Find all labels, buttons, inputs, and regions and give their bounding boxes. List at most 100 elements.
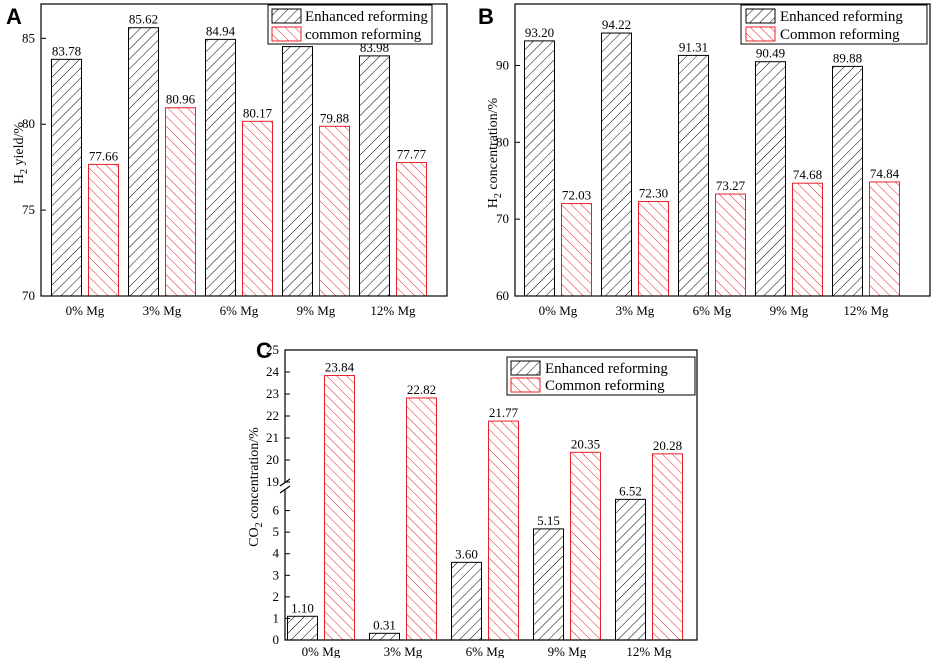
panel-b-letter: B bbox=[478, 4, 494, 29]
data-label-common: 21.77 bbox=[489, 405, 519, 420]
bar-enhanced bbox=[524, 40, 555, 297]
data-label-enhanced: 1.10 bbox=[291, 600, 314, 615]
bar-enhanced bbox=[287, 615, 318, 641]
y-tick-label: 80 bbox=[496, 134, 509, 149]
x-tick-label: 0% Mg bbox=[539, 303, 578, 318]
panel-a-ticks: 70 75 80 85 0% Mg 3% Mg 6% Mg 9% Mg 12% Mg bbox=[22, 30, 416, 318]
data-label-common: 80.96 bbox=[166, 92, 196, 107]
legend-swatch-enhanced bbox=[271, 8, 302, 24]
y-tick-label: 4 bbox=[273, 546, 280, 561]
bar-common bbox=[406, 397, 437, 641]
x-tick-label: 0% Mg bbox=[302, 644, 341, 658]
legend-swatch-common bbox=[271, 26, 302, 42]
bar-enhanced bbox=[369, 632, 400, 641]
panel-c-data-labels: 1.10 23.84 0.31 22.82 3.60 21.77 5.15 20.35 6.52… bbox=[291, 360, 682, 633]
panel-a-ylabel: H2 yield/% bbox=[12, 122, 30, 185]
panel-b-chart: B H2 concentration/% 93.20 72.03 94.22 72.3… bbox=[478, 3, 931, 318]
x-tick-label: 3% Mg bbox=[384, 644, 423, 658]
y-tick-label: 85 bbox=[22, 30, 35, 45]
y-tick-label: 1 bbox=[273, 610, 280, 625]
legend-label-enhanced: Enhanced reforming bbox=[545, 361, 668, 377]
legend-swatch-common bbox=[510, 377, 541, 393]
y-tick-label: 25 bbox=[266, 342, 279, 357]
panel-c-plot-frame bbox=[284, 349, 698, 641]
panel-c-axis-break bbox=[279, 478, 291, 494]
bar-enhanced bbox=[755, 61, 786, 297]
bar-enhanced bbox=[451, 561, 482, 641]
bar-common bbox=[561, 203, 592, 297]
legend-swatch-enhanced bbox=[745, 8, 776, 24]
data-label-enhanced: 90.49 bbox=[756, 46, 785, 61]
bar-enhanced bbox=[282, 46, 313, 297]
x-tick-label: 3% Mg bbox=[143, 303, 182, 318]
x-tick-label: 12% Mg bbox=[843, 303, 889, 318]
bar-common bbox=[652, 453, 683, 641]
y-tick-label: 60 bbox=[496, 288, 509, 303]
data-label-common: 74.68 bbox=[793, 167, 822, 182]
legend-label-common: Common reforming bbox=[545, 378, 665, 394]
panel-b-legend: Enhanced reforming Common reforming bbox=[740, 4, 928, 45]
bar-enhanced bbox=[533, 528, 564, 641]
bar-common bbox=[570, 451, 601, 641]
panel-c-chart: C CO2 concentration/% 1.10 23.84 0.31 22.82… bbox=[247, 338, 698, 658]
bar-common bbox=[792, 182, 823, 297]
y-tick-label: 21 bbox=[266, 430, 279, 445]
panel-b-ticks: 60 70 80 90 0% Mg 3% Mg 6% Mg 9% Mg 12% Mg bbox=[496, 57, 889, 318]
panel-a-bars bbox=[51, 27, 427, 297]
legend-swatch-common bbox=[745, 26, 776, 42]
data-label-enhanced: 93.20 bbox=[525, 25, 554, 40]
bar-common bbox=[88, 163, 119, 297]
bar-enhanced bbox=[51, 58, 82, 297]
data-label-common: 77.77 bbox=[397, 147, 427, 162]
bar-enhanced bbox=[359, 55, 390, 297]
data-label-enhanced: 5.15 bbox=[537, 513, 560, 528]
bar-common bbox=[638, 200, 669, 297]
x-tick-label: 9% Mg bbox=[548, 644, 587, 658]
data-label-common: 22.82 bbox=[407, 382, 436, 397]
bar-common bbox=[869, 181, 900, 297]
panel-c-letter: C bbox=[256, 338, 272, 363]
bar-common bbox=[396, 162, 427, 297]
x-tick-label: 6% Mg bbox=[693, 303, 732, 318]
x-tick-label: 9% Mg bbox=[770, 303, 809, 318]
panel-b-bars bbox=[524, 32, 900, 297]
bar-common bbox=[715, 193, 746, 297]
bar-common bbox=[319, 125, 350, 297]
panel-b-data-labels: 93.20 72.03 94.22 72.30 91.31 73.27 90.49 74.68… bbox=[525, 17, 900, 203]
data-label-common: 74.84 bbox=[870, 166, 900, 181]
y-tick-label: 75 bbox=[22, 202, 35, 217]
y-tick-label: 19 bbox=[266, 474, 279, 489]
y-tick-label: 5 bbox=[273, 524, 280, 539]
panel-b-plot-frame bbox=[514, 3, 931, 297]
legend-label-common: Common reforming bbox=[780, 27, 900, 43]
bar-common bbox=[165, 107, 196, 297]
data-label-common: 77.66 bbox=[89, 148, 119, 163]
bar-enhanced bbox=[832, 65, 863, 297]
data-label-enhanced: 0.31 bbox=[373, 617, 396, 632]
data-label-common: 79.88 bbox=[320, 110, 349, 125]
panel-c-legend: Enhanced reforming Common reforming bbox=[506, 356, 696, 396]
y-tick-label: 70 bbox=[496, 211, 509, 226]
data-label-common: 73.27 bbox=[716, 178, 746, 193]
panel-a-letter: A bbox=[6, 4, 22, 29]
bar-enhanced bbox=[678, 54, 709, 297]
data-label-enhanced: 94.22 bbox=[602, 17, 631, 32]
panel-a-legend: Enhanced reforming common reforming bbox=[267, 4, 433, 45]
y-tick-label: 22 bbox=[266, 408, 279, 423]
y-tick-label: 20 bbox=[266, 452, 279, 467]
legend-label-enhanced: Enhanced reforming bbox=[780, 9, 903, 25]
panel-a-plot-frame bbox=[40, 3, 448, 297]
data-label-enhanced: 84.94 bbox=[206, 23, 236, 38]
y-tick-label: 0 bbox=[273, 632, 280, 647]
y-tick-label: 2 bbox=[273, 589, 280, 604]
bar-enhanced bbox=[205, 38, 236, 297]
x-tick-label: 0% Mg bbox=[66, 303, 105, 318]
legend-swatch-enhanced bbox=[510, 360, 541, 376]
bar-enhanced bbox=[128, 27, 159, 297]
data-label-common: 23.84 bbox=[325, 360, 355, 375]
panel-c-ylabel: CO2 concentration/% bbox=[247, 427, 265, 547]
data-label-common: 72.03 bbox=[562, 188, 591, 203]
data-label-enhanced: 3.60 bbox=[455, 546, 478, 561]
